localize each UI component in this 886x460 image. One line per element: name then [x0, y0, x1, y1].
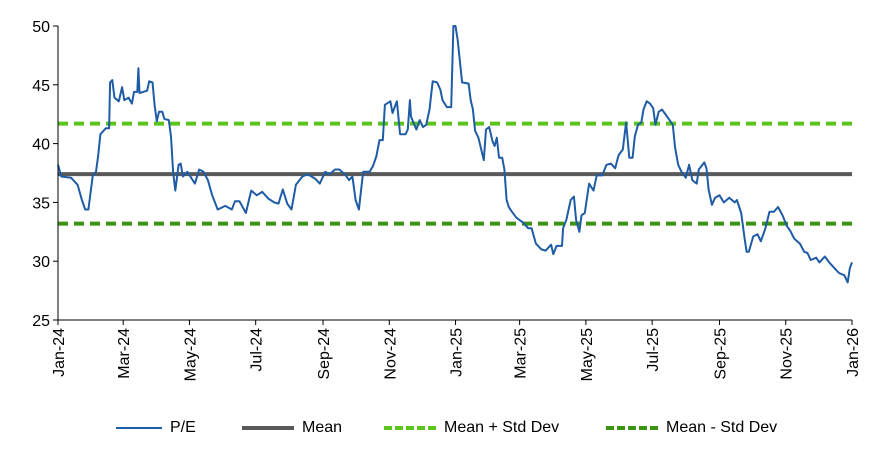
legend-swatch-mean-plus-std [384, 426, 436, 430]
x-tick-label: Nov-24 [382, 328, 399, 380]
y-axis: 25 30 35 40 45 50 [32, 19, 58, 330]
pe-series [57, 25, 853, 284]
x-tick-label: Jan-26 [845, 328, 862, 377]
legend-item-mean-plus-std: Mean + Std Dev [384, 416, 559, 440]
series-line-p-e [57, 25, 853, 284]
y-tick-label: 25 [32, 313, 50, 330]
x-tick-label: May-25 [579, 328, 596, 381]
legend-swatch-mean [242, 426, 294, 430]
legend-label-pe: P/E [170, 419, 196, 436]
y-tick-label: 50 [32, 19, 50, 36]
y-tick-label: 45 [32, 78, 50, 95]
y-tick-label: 40 [32, 137, 50, 154]
legend-item-mean: Mean [242, 416, 342, 440]
legend-item-mean-minus-std: Mean - Std Dev [606, 416, 777, 440]
x-tick-label: Mar-25 [513, 328, 530, 379]
y-tick-label: 35 [32, 195, 50, 212]
x-tick-label: Sep-24 [316, 328, 333, 380]
x-axis: Jan-24 Mar-24 May-24 Jul-24 Sep-24 Nov-24 Jan-… [51, 320, 862, 381]
x-tick-label: Jan-25 [449, 328, 466, 377]
x-tick-label: Sep-25 [712, 328, 729, 380]
legend-label-mean-minus-std: Mean - Std Dev [666, 419, 778, 436]
legend-label-mean: Mean [302, 419, 343, 436]
x-tick-label: Jul-24 [249, 328, 266, 372]
x-tick-label: Jan-24 [51, 328, 68, 377]
x-tick-label: Mar-24 [116, 328, 133, 379]
x-tick-label: Nov-25 [779, 328, 796, 380]
legend-item-pe: P/E [116, 416, 196, 440]
legend-label-mean-plus-std: Mean + Std Dev [444, 419, 560, 436]
legend-swatch-mean-minus-std [606, 426, 658, 430]
x-tick-label: May-24 [182, 328, 199, 381]
x-tick-label: Jul-25 [645, 328, 662, 372]
legend: P/E Mean Mean + Std Dev Mean - Std Dev [0, 416, 886, 440]
y-tick-label: 30 [32, 254, 50, 271]
legend-swatch-pe [116, 427, 162, 429]
reference-lines [58, 121, 852, 226]
